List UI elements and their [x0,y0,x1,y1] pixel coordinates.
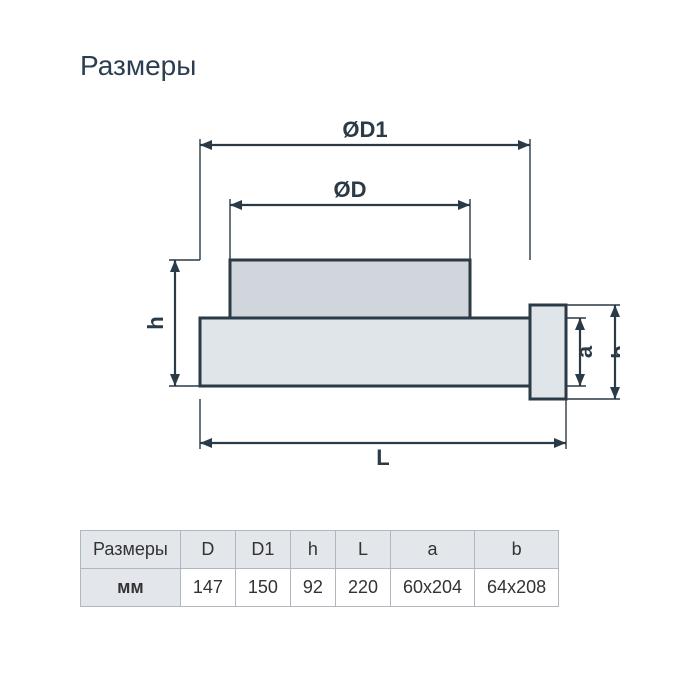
dim-label: a [572,345,597,358]
dim-label: L [376,445,389,470]
table-header-h: h [290,531,335,569]
table-header-D1: D1 [235,531,290,569]
table-header-a: a [390,531,474,569]
dim-label: h [143,316,168,329]
dimensions-table-wrap: РазмерыDD1hLabмм1471509222060x20464x208 [80,530,559,607]
table-header-D: D [180,531,235,569]
cell: 60x204 [390,569,474,607]
dim-label: ØD1 [342,117,387,142]
cell: 64x208 [475,569,559,607]
table-header-b: b [475,531,559,569]
cell: 150 [235,569,290,607]
dimension-drawing: ØD1 ØD Lh ab [80,110,620,490]
cell: 220 [335,569,390,607]
dim-label: ØD [334,177,367,202]
table-row: мм1471509222060x20464x208 [81,569,559,607]
dimensions-table: РазмерыDD1hLabмм1471509222060x20464x208 [80,530,559,607]
dim-label: b [607,345,620,358]
table-header-label: Размеры [81,531,181,569]
cell: 147 [180,569,235,607]
table-header-L: L [335,531,390,569]
page: Размеры ØD1ØDLhab РазмерыDD1hLabмм147150… [0,0,700,700]
cell: 92 [290,569,335,607]
row-label: мм [81,569,181,607]
page-title: Размеры [80,50,196,82]
diagram-container: ØD1 ØD Lh ab [80,110,620,490]
